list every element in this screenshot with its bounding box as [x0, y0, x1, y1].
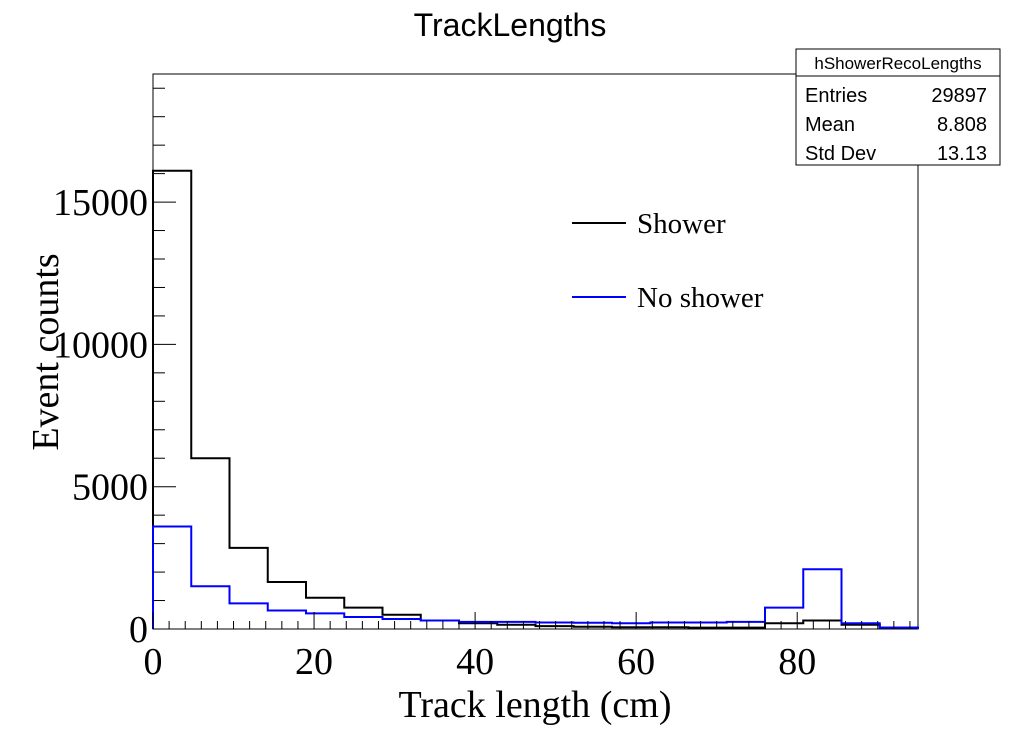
x-tick-label: 60	[617, 641, 655, 683]
x-tick-label: 80	[778, 641, 816, 683]
series-layer	[152, 169, 919, 629]
stats-value-entries: 29897	[931, 85, 987, 107]
x-axis-label: Track length (cm)	[399, 684, 672, 726]
legend: Shower No shower	[572, 208, 764, 314]
legend-label-no-shower: No shower	[637, 282, 764, 314]
stats-label-entries: Entries	[805, 85, 867, 107]
stats-box-frame	[795, 48, 1001, 166]
stats-value-std-dev: 13.13	[937, 143, 987, 165]
stats-box: hShowerRecoLengths Entries 29897 Mean 8.…	[795, 48, 1001, 166]
y-tick-label: 5000	[72, 467, 148, 509]
y-axis: 0 5000 10000 15000	[53, 87, 176, 651]
stats-label-mean: Mean	[805, 114, 855, 136]
stats-value-mean: 8.808	[937, 114, 987, 136]
x-tick-label: 20	[295, 641, 333, 683]
y-tick-label: 10000	[53, 324, 148, 366]
x-tick-label: 40	[456, 641, 494, 683]
stats-box-title: hShowerRecoLengths	[814, 54, 981, 73]
legend-label-shower: Shower	[637, 208, 726, 240]
x-tick-label: 0	[144, 641, 163, 683]
series-shower-outline	[152, 169, 919, 629]
y-tick-label: 0	[129, 609, 148, 651]
stats-label-std-dev: Std Dev	[805, 143, 876, 165]
y-tick-label: 15000	[53, 182, 148, 224]
series-no-shower-outline	[152, 525, 919, 629]
chart-title: TrackLengths	[414, 7, 607, 43]
y-axis-label: Event counts	[25, 253, 67, 450]
x-axis: 0 20 40 60 80	[144, 612, 911, 683]
